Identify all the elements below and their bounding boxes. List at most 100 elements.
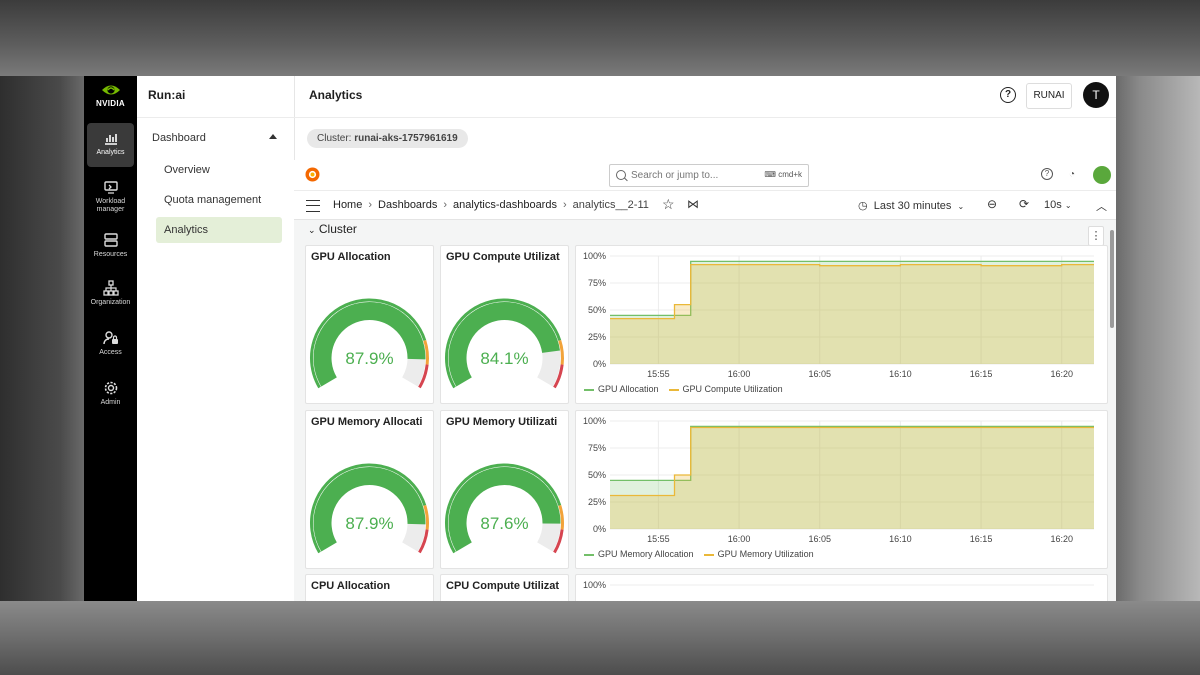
x-tick-label: 16:05: [808, 534, 831, 544]
series-area: [610, 264, 1094, 364]
panel-title: GPU Compute Utilizat: [446, 251, 560, 263]
rail-label: Analytics: [96, 149, 125, 156]
gauge-panel[interactable]: CPU Allocation: [305, 574, 434, 601]
sidebar-item-quota-management[interactable]: Quota management: [164, 194, 262, 206]
kebab-menu-icon[interactable]: ⋮: [1088, 226, 1104, 246]
legend-item[interactable]: GPU Memory Utilization: [703, 549, 814, 559]
legend-item[interactable]: GPU Compute Utilization: [668, 384, 783, 394]
rail-item-resources[interactable]: Resources: [87, 232, 134, 262]
x-tick-label: 16:20: [1050, 534, 1073, 544]
nvidia-eye-icon: [101, 85, 120, 95]
refresh-interval-label: 10s: [1044, 199, 1062, 211]
panel-title: CPU Allocation: [311, 580, 391, 592]
app-window: NVIDIA Analytics Workload manager Resour…: [84, 76, 1116, 601]
breadcrumb-dashboards[interactable]: Dashboards: [378, 199, 438, 211]
share-icon[interactable]: ⋈: [687, 197, 699, 211]
chevron-up-icon[interactable]: ︿: [1096, 201, 1107, 213]
rail-item-access[interactable]: Access: [87, 330, 134, 362]
legend-label: GPU Memory Allocation: [598, 549, 694, 559]
legend: GPU Allocation GPU Compute Utilization: [584, 384, 783, 394]
grafana-help-icon[interactable]: ?: [1041, 168, 1053, 180]
gear-icon: [104, 381, 117, 395]
gauge-panel[interactable]: GPU Allocation 87.9%: [305, 245, 434, 404]
chevron-down-icon: ⌄: [1064, 201, 1072, 210]
legend-item[interactable]: GPU Memory Allocation: [584, 549, 694, 559]
brand-name: Run:ai: [148, 88, 186, 102]
legend-label: GPU Memory Utilization: [717, 549, 814, 559]
x-tick-label: 16:05: [808, 369, 831, 379]
breadcrumb-current: analytics__2-11: [572, 199, 649, 211]
threshold-red: [553, 364, 564, 389]
legend: GPU Memory Allocation GPU Memory Utiliza…: [584, 549, 814, 559]
x-tick-label: 15:55: [647, 369, 670, 379]
avatar[interactable]: T: [1083, 82, 1109, 108]
chevron-up-icon[interactable]: [269, 134, 277, 139]
row-title-text: Cluster: [318, 222, 357, 236]
y-tick-label: 100%: [583, 416, 606, 426]
refresh-icon[interactable]: ⟳: [1019, 197, 1030, 211]
time-range-picker[interactable]: ◷ Last 30 minutes ⌄: [858, 199, 964, 212]
gauge-panel[interactable]: GPU Memory Allocati 87.9%: [305, 410, 434, 569]
grafana-user-avatar[interactable]: [1093, 166, 1111, 184]
breadcrumb: Home › Dashboards › analytics-dashboards › ana…: [333, 199, 649, 211]
rail-item-admin[interactable]: Admin: [87, 380, 134, 412]
page-title: Analytics: [309, 88, 363, 102]
x-tick-label: 16:00: [728, 534, 751, 544]
gauge-panel[interactable]: CPU Compute Utilizat: [440, 574, 569, 601]
rail-label: Admin: [100, 399, 121, 406]
x-tick-label: 16:10: [889, 534, 912, 544]
refresh-interval-picker[interactable]: 10s ⌄: [1044, 199, 1072, 211]
x-tick-label: 16:10: [889, 369, 912, 379]
series-line: [610, 426, 1094, 497]
rail-item-workload-manager[interactable]: Workload manager: [87, 176, 134, 218]
rss-icon[interactable]: ◔: [1069, 169, 1076, 180]
timeseries-panel[interactable]: 100%: [575, 574, 1108, 601]
y-tick-label: 25%: [588, 497, 606, 507]
search-icon: [616, 170, 626, 180]
gauge: 87.9%: [309, 298, 429, 389]
background-blur-bottom: [0, 601, 1200, 675]
rail-item-analytics[interactable]: Analytics: [87, 123, 134, 167]
series-area: [610, 261, 1094, 364]
scrollbar[interactable]: [1110, 230, 1114, 328]
star-icon[interactable]: ☆: [662, 196, 675, 212]
sidebar-item-overview[interactable]: Overview: [164, 164, 210, 176]
secondary-sidebar: Run:ai Dashboard Overview Quota manageme…: [137, 76, 295, 601]
cluster-chip[interactable]: Cluster: runai-aks-1757961619: [307, 129, 468, 148]
timeseries-panel[interactable]: 0% 25% 50% 75% 100% 15:55 16:00 16:05 16:10 16:15…: [575, 410, 1108, 569]
timeseries-panel[interactable]: 0% 25% 50% 75% 100% 15:55 16:00 16:05 16:10 16:15…: [575, 245, 1108, 404]
breadcrumb-folder[interactable]: analytics-dashboards: [453, 199, 557, 211]
help-icon[interactable]: ?: [1000, 87, 1016, 103]
series-line: [610, 425, 1094, 482]
nav-rail: NVIDIA Analytics Workload manager Resour…: [84, 76, 137, 601]
panel-title: GPU Memory Utilizati: [446, 416, 558, 428]
resources-icon: [103, 233, 118, 247]
nvidia-logo-text: NVIDIA: [96, 99, 125, 108]
search-input[interactable]: Search or jump to... ⌨ cmd+k: [609, 164, 809, 187]
row-title[interactable]: ⌄ Cluster: [308, 222, 357, 236]
sidebar-section-dashboard[interactable]: Dashboard: [152, 132, 206, 144]
menu-icon[interactable]: [306, 200, 320, 212]
breadcrumb-home[interactable]: Home: [333, 199, 363, 211]
series-area: [610, 427, 1094, 529]
gauge-panel[interactable]: GPU Compute Utilizat 84.1%: [440, 245, 569, 404]
threshold-orange: [558, 504, 564, 530]
panel-title: GPU Memory Allocati: [311, 416, 423, 428]
gauge-value: 87.6%: [480, 514, 528, 533]
grafana-logo-icon[interactable]: [304, 166, 321, 183]
threshold-green: [309, 298, 427, 389]
gauge-value: 87.9%: [345, 514, 393, 533]
tenant-button[interactable]: RUNAI: [1026, 83, 1072, 109]
y-tick-label: 0%: [593, 524, 606, 534]
legend-swatch: [584, 388, 594, 391]
sidebar-item-analytics[interactable]: Analytics: [156, 217, 282, 243]
gauge-panel[interactable]: GPU Memory Utilizati 87.6%: [440, 410, 569, 569]
gauge-value: 87.9%: [345, 349, 393, 368]
rail-label: Workload manager: [95, 198, 126, 213]
legend-swatch: [703, 553, 714, 556]
gauge-fill: [313, 467, 426, 552]
legend-item[interactable]: GPU Allocation: [584, 384, 659, 394]
zoom-out-icon[interactable]: ⊖: [987, 197, 998, 211]
rail-item-organization[interactable]: Organization: [87, 280, 134, 312]
gauge-value: 84.1%: [480, 349, 528, 368]
